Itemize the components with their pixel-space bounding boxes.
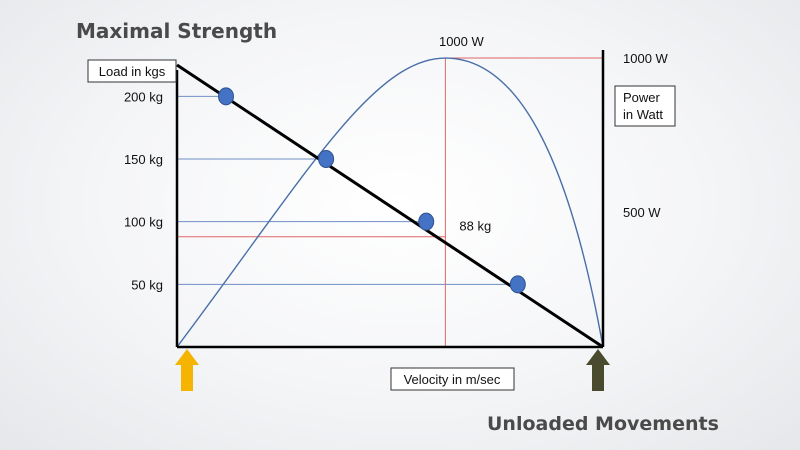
y-axis-label: Load in kgs <box>99 64 166 79</box>
y-tick-label: 200 kg <box>124 89 163 104</box>
y2-axis-label-box: Power in Watt <box>614 85 676 127</box>
data-point <box>509 275 526 294</box>
arrow-up-dark-icon <box>586 349 610 391</box>
power-curve <box>176 57 604 348</box>
data-point <box>418 212 435 231</box>
x-axis-label: Velocity in m/sec <box>404 372 501 387</box>
arrow-up-yellow-icon <box>175 349 199 391</box>
peak-power-label: 1000 W <box>439 34 485 49</box>
y2-axis-label-line1: Power <box>623 90 661 105</box>
y-tick-labels: 200 kg 150 kg 100 kg 50 kg <box>124 89 163 292</box>
guide-lines <box>177 57 603 347</box>
title-maximal-strength: Maximal Strength <box>76 19 277 43</box>
title-unloaded-movements: Unloaded Movements <box>487 413 719 435</box>
y-tick-label: 50 kg <box>131 277 163 292</box>
data-points <box>217 87 526 294</box>
data-point <box>318 150 335 168</box>
x-axis-label-box: Velocity in m/sec <box>390 367 515 391</box>
y2-tick-label: 500 W <box>623 205 661 220</box>
y2-tick-label: 1000 W <box>623 51 669 66</box>
optimal-load-label: 88 kg <box>459 219 491 234</box>
data-point <box>217 87 234 106</box>
y-axis-label-box: Load in kgs <box>87 59 177 83</box>
y-tick-label: 100 kg <box>124 215 163 230</box>
y2-axis-label-line2: in Watt <box>623 107 663 122</box>
y2-tick-labels: 1000 W 500 W <box>623 51 669 220</box>
load-velocity-line <box>176 63 604 349</box>
y-tick-label: 150 kg <box>124 152 163 167</box>
